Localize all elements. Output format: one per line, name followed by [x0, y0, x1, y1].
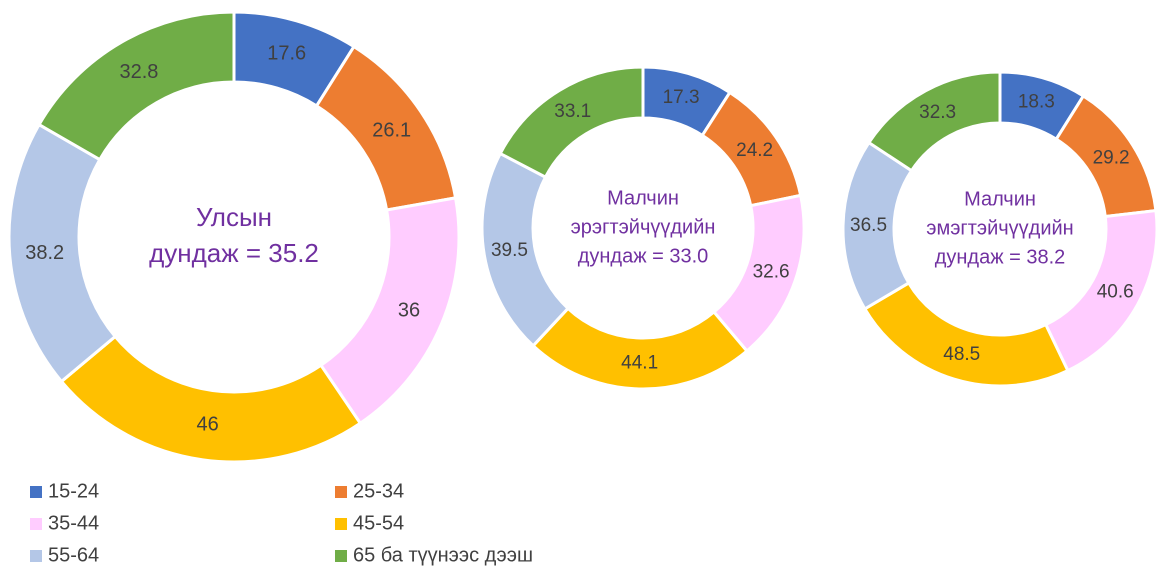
data-label: 36 — [398, 299, 420, 321]
donut-segment — [862, 280, 1070, 388]
data-label: 18.3 — [1018, 92, 1055, 113]
data-label: 32.6 — [753, 261, 790, 282]
center-label: дундаж = 33.0 — [578, 245, 709, 267]
center-label: Малчин — [964, 188, 1036, 210]
legend-label: 35-44 — [48, 512, 99, 534]
donut-segment — [318, 196, 461, 426]
data-label: 24.2 — [736, 140, 773, 161]
data-label: 36.5 — [850, 215, 887, 236]
center-label: дундаж = 38.2 — [935, 246, 1066, 268]
legend-label: 45-54 — [353, 512, 404, 534]
legend-label: 15-24 — [48, 480, 99, 502]
donut-segment — [37, 10, 236, 162]
data-label: 29.2 — [1093, 148, 1130, 169]
donut-segment — [866, 70, 1002, 173]
center-label: Улсын — [196, 202, 272, 232]
donut-segment — [59, 334, 363, 464]
center-label: Малчин — [607, 187, 679, 209]
legend-label: 25-34 — [353, 480, 404, 502]
data-label: 46 — [197, 413, 219, 435]
data-label: 48.5 — [943, 344, 980, 365]
data-label: 38.2 — [25, 242, 64, 264]
legend-label: 55-64 — [48, 544, 99, 566]
legend-label: 65 ба түүнээс дээш — [353, 544, 533, 566]
donut-segment — [531, 306, 750, 391]
legend-swatch — [30, 550, 42, 562]
donut-segment — [498, 65, 645, 180]
center-label: эрэгтэйчүүдийн — [571, 216, 716, 238]
data-label: 32.8 — [119, 61, 158, 83]
legend-swatch — [335, 550, 347, 562]
center-label: эмэгтэйчүүдийн — [926, 217, 1073, 239]
data-label: 17.3 — [663, 87, 700, 108]
legend-swatch — [335, 486, 347, 498]
data-label: 39.5 — [491, 240, 528, 261]
data-label: 40.6 — [1097, 281, 1134, 302]
data-label: 17.6 — [267, 43, 306, 65]
center-label: дундаж = 35.2 — [149, 238, 319, 268]
legend-swatch — [30, 518, 42, 530]
data-label: 26.1 — [372, 119, 411, 141]
data-label: 33.1 — [554, 101, 591, 122]
data-label: 32.3 — [919, 102, 956, 123]
legend-swatch — [30, 486, 42, 498]
data-label: 44.1 — [621, 352, 658, 373]
legend-swatch — [335, 518, 347, 530]
